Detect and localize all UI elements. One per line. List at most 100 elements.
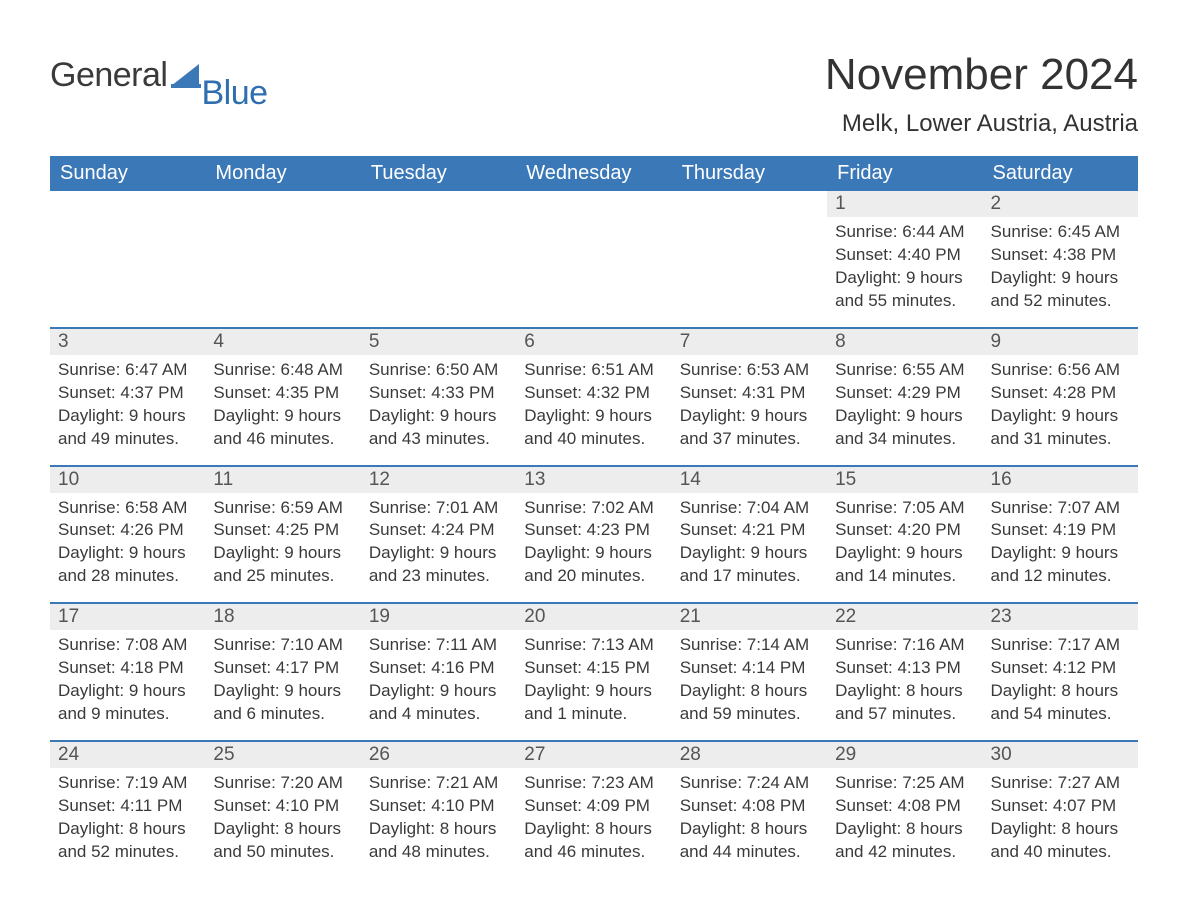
day-number: 26 (361, 741, 516, 768)
weekday-header: Thursday (672, 156, 827, 191)
daylight-line2: and 25 minutes. (213, 565, 352, 588)
sunset-text: Sunset: 4:09 PM (524, 795, 663, 818)
daylight-line1: Daylight: 9 hours (369, 405, 508, 428)
day-info: Sunrise: 7:05 AMSunset: 4:20 PMDaylight:… (827, 493, 982, 604)
week-daynum-row: 3456789 (50, 328, 1138, 355)
daylight-line1: Daylight: 9 hours (369, 680, 508, 703)
sunset-text: Sunset: 4:29 PM (835, 382, 974, 405)
sunset-text: Sunset: 4:26 PM (58, 519, 197, 542)
day-info: Sunrise: 6:53 AMSunset: 4:31 PMDaylight:… (672, 355, 827, 466)
sunrise-text: Sunrise: 7:19 AM (58, 772, 197, 795)
day-info: Sunrise: 6:44 AMSunset: 4:40 PMDaylight:… (827, 217, 982, 328)
sunrise-text: Sunrise: 7:10 AM (213, 634, 352, 657)
daylight-line1: Daylight: 8 hours (835, 680, 974, 703)
day-info: Sunrise: 7:20 AMSunset: 4:10 PMDaylight:… (205, 768, 360, 878)
sunrise-text: Sunrise: 7:23 AM (524, 772, 663, 795)
daylight-line2: and 37 minutes. (680, 428, 819, 451)
title-block: November 2024 Melk, Lower Austria, Austr… (825, 50, 1138, 138)
daylight-line1: Daylight: 9 hours (680, 542, 819, 565)
daylight-line2: and 31 minutes. (991, 428, 1130, 451)
daylight-line2: and 34 minutes. (835, 428, 974, 451)
daylight-line2: and 57 minutes. (835, 703, 974, 726)
daylight-line1: Daylight: 8 hours (835, 818, 974, 841)
sunrise-text: Sunrise: 7:21 AM (369, 772, 508, 795)
day-info: Sunrise: 7:23 AMSunset: 4:09 PMDaylight:… (516, 768, 671, 878)
empty-cell (516, 191, 671, 217)
daylight-line2: and 54 minutes. (991, 703, 1130, 726)
empty-cell (50, 217, 205, 328)
day-info: Sunrise: 7:25 AMSunset: 4:08 PMDaylight:… (827, 768, 982, 878)
day-number: 6 (516, 328, 671, 355)
daylight-line1: Daylight: 9 hours (680, 405, 819, 428)
sunset-text: Sunset: 4:16 PM (369, 657, 508, 680)
day-number: 28 (672, 741, 827, 768)
daylight-line2: and 52 minutes. (58, 841, 197, 864)
weekday-header: Monday (205, 156, 360, 191)
day-number: 25 (205, 741, 360, 768)
weekday-header: Friday (827, 156, 982, 191)
day-number: 9 (983, 328, 1138, 355)
sunset-text: Sunset: 4:33 PM (369, 382, 508, 405)
daylight-line1: Daylight: 8 hours (213, 818, 352, 841)
week-info-row: Sunrise: 6:47 AMSunset: 4:37 PMDaylight:… (50, 355, 1138, 466)
day-number: 20 (516, 603, 671, 630)
sunrise-text: Sunrise: 7:11 AM (369, 634, 508, 657)
sunrise-text: Sunrise: 6:53 AM (680, 359, 819, 382)
day-info: Sunrise: 7:21 AMSunset: 4:10 PMDaylight:… (361, 768, 516, 878)
daylight-line1: Daylight: 9 hours (524, 680, 663, 703)
day-info: Sunrise: 7:01 AMSunset: 4:24 PMDaylight:… (361, 493, 516, 604)
sunset-text: Sunset: 4:15 PM (524, 657, 663, 680)
location-label: Melk, Lower Austria, Austria (825, 110, 1138, 138)
day-info: Sunrise: 6:50 AMSunset: 4:33 PMDaylight:… (361, 355, 516, 466)
day-number: 16 (983, 466, 1138, 493)
daylight-line1: Daylight: 9 hours (991, 267, 1130, 290)
sunrise-text: Sunrise: 7:27 AM (991, 772, 1130, 795)
sunrise-text: Sunrise: 7:07 AM (991, 497, 1130, 520)
daylight-line1: Daylight: 9 hours (58, 542, 197, 565)
sunset-text: Sunset: 4:37 PM (58, 382, 197, 405)
daylight-line1: Daylight: 9 hours (213, 405, 352, 428)
day-number: 12 (361, 466, 516, 493)
day-info: Sunrise: 6:51 AMSunset: 4:32 PMDaylight:… (516, 355, 671, 466)
daylight-line2: and 14 minutes. (835, 565, 974, 588)
sunset-text: Sunset: 4:17 PM (213, 657, 352, 680)
day-number: 29 (827, 741, 982, 768)
day-number: 18 (205, 603, 360, 630)
sunrise-text: Sunrise: 6:44 AM (835, 221, 974, 244)
daylight-line2: and 46 minutes. (524, 841, 663, 864)
weekday-header: Saturday (983, 156, 1138, 191)
sunset-text: Sunset: 4:24 PM (369, 519, 508, 542)
daylight-line1: Daylight: 8 hours (991, 680, 1130, 703)
daylight-line1: Daylight: 8 hours (524, 818, 663, 841)
day-info: Sunrise: 7:24 AMSunset: 4:08 PMDaylight:… (672, 768, 827, 878)
day-info: Sunrise: 7:11 AMSunset: 4:16 PMDaylight:… (361, 630, 516, 741)
sunset-text: Sunset: 4:07 PM (991, 795, 1130, 818)
sunrise-text: Sunrise: 6:55 AM (835, 359, 974, 382)
day-number: 24 (50, 741, 205, 768)
sunrise-text: Sunrise: 6:50 AM (369, 359, 508, 382)
day-number: 11 (205, 466, 360, 493)
sunrise-text: Sunrise: 6:59 AM (213, 497, 352, 520)
sunset-text: Sunset: 4:32 PM (524, 382, 663, 405)
daylight-line2: and 17 minutes. (680, 565, 819, 588)
daylight-line1: Daylight: 8 hours (58, 818, 197, 841)
day-number: 5 (361, 328, 516, 355)
daylight-line2: and 28 minutes. (58, 565, 197, 588)
daylight-line1: Daylight: 8 hours (680, 680, 819, 703)
sunrise-text: Sunrise: 6:51 AM (524, 359, 663, 382)
daylight-line2: and 6 minutes. (213, 703, 352, 726)
day-number: 30 (983, 741, 1138, 768)
day-info: Sunrise: 7:10 AMSunset: 4:17 PMDaylight:… (205, 630, 360, 741)
week-info-row: Sunrise: 6:58 AMSunset: 4:26 PMDaylight:… (50, 493, 1138, 604)
sunrise-text: Sunrise: 6:48 AM (213, 359, 352, 382)
daylight-line2: and 1 minute. (524, 703, 663, 726)
day-number: 22 (827, 603, 982, 630)
sunset-text: Sunset: 4:19 PM (991, 519, 1130, 542)
day-number: 27 (516, 741, 671, 768)
daylight-line2: and 44 minutes. (680, 841, 819, 864)
daylight-line1: Daylight: 9 hours (524, 405, 663, 428)
sunset-text: Sunset: 4:23 PM (524, 519, 663, 542)
logo: General Blue (50, 50, 268, 95)
sunset-text: Sunset: 4:21 PM (680, 519, 819, 542)
sunrise-text: Sunrise: 7:01 AM (369, 497, 508, 520)
